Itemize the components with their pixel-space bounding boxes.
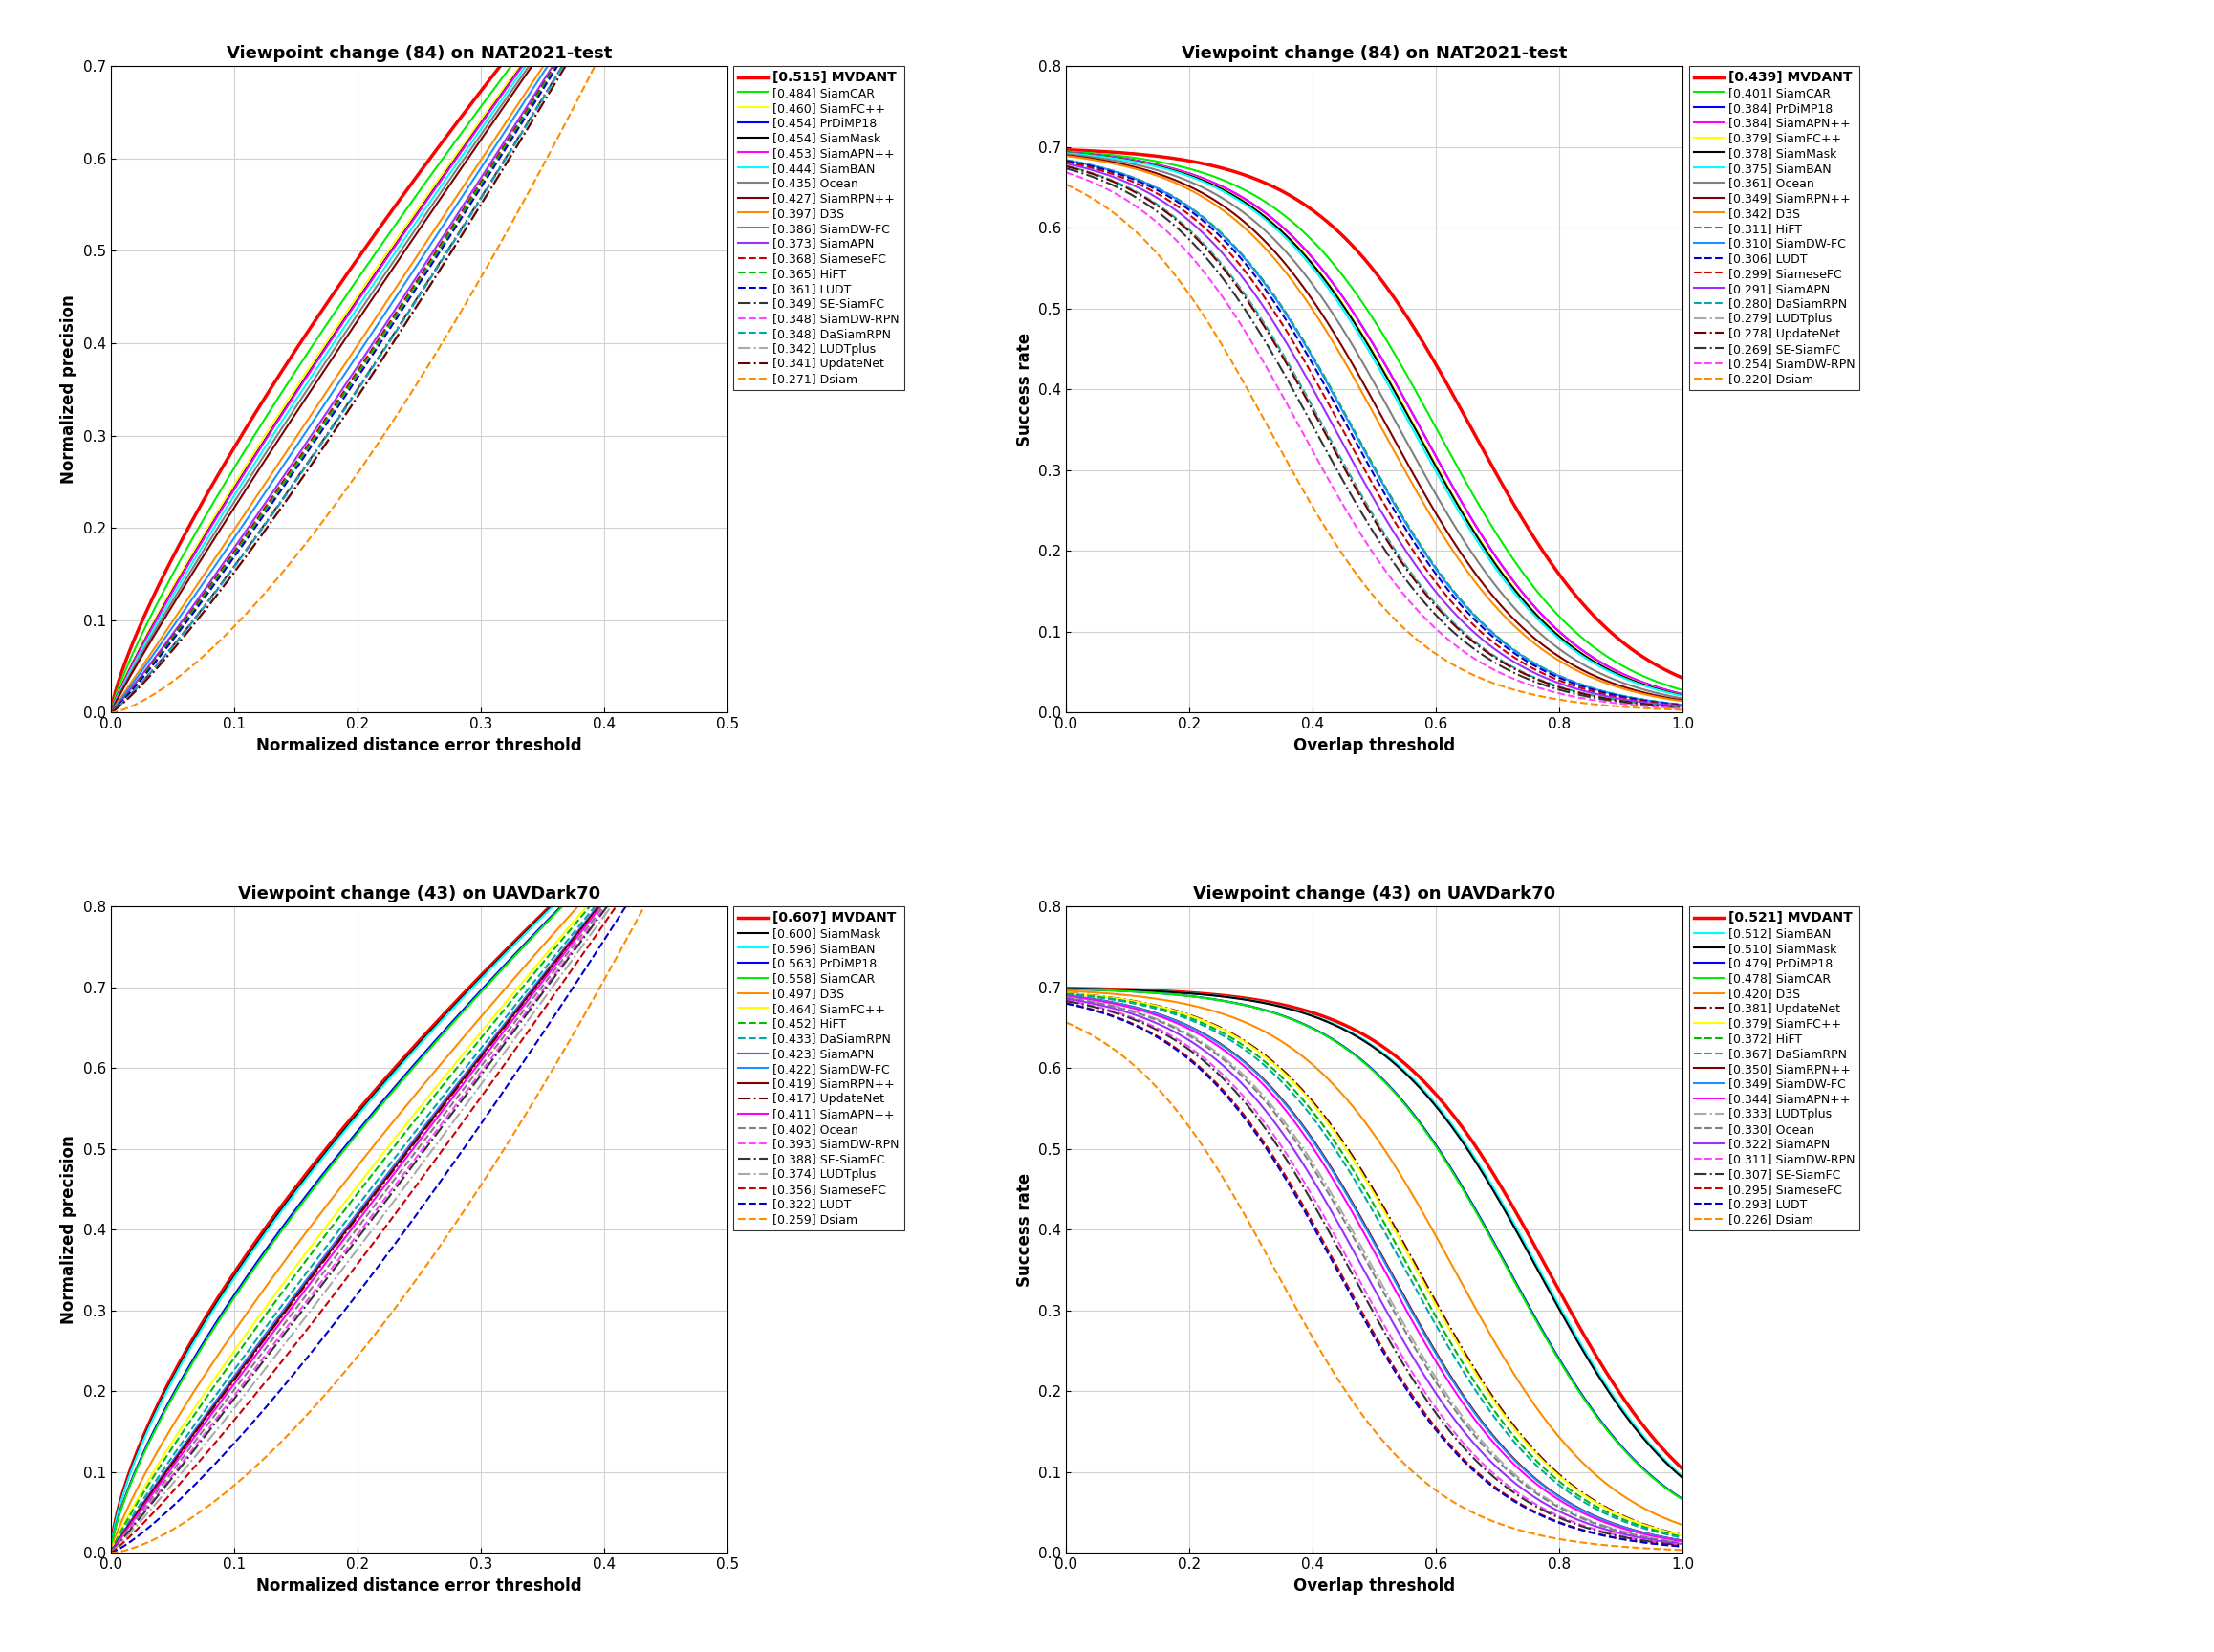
- Y-axis label: Success rate: Success rate: [1016, 1173, 1034, 1287]
- Y-axis label: Normalized precision: Normalized precision: [60, 1135, 77, 1325]
- Legend: [0.515] MVDANT, [0.484] SiamCAR, [0.460] SiamFC++, [0.454] PrDiMP18, [0.454] Sia: [0.515] MVDANT, [0.484] SiamCAR, [0.460]…: [733, 66, 903, 390]
- Title: Viewpoint change (84) on NAT2021-test: Viewpoint change (84) on NAT2021-test: [1182, 45, 1568, 61]
- X-axis label: Overlap threshold: Overlap threshold: [1293, 737, 1455, 753]
- Legend: [0.607] MVDANT, [0.600] SiamMask, [0.596] SiamBAN, [0.563] PrDiMP18, [0.558] Sia: [0.607] MVDANT, [0.600] SiamMask, [0.596…: [733, 907, 903, 1231]
- X-axis label: Overlap threshold: Overlap threshold: [1293, 1578, 1455, 1594]
- Title: Viewpoint change (84) on NAT2021-test: Viewpoint change (84) on NAT2021-test: [226, 45, 611, 61]
- X-axis label: Normalized distance error threshold: Normalized distance error threshold: [257, 737, 582, 753]
- Y-axis label: Success rate: Success rate: [1016, 332, 1034, 446]
- Title: Viewpoint change (43) on UAVDark70: Viewpoint change (43) on UAVDark70: [237, 885, 600, 902]
- X-axis label: Normalized distance error threshold: Normalized distance error threshold: [257, 1578, 582, 1594]
- Title: Viewpoint change (43) on UAVDark70: Viewpoint change (43) on UAVDark70: [1193, 885, 1556, 902]
- Legend: [0.439] MVDANT, [0.401] SiamCAR, [0.384] PrDiMP18, [0.384] SiamAPN++, [0.379] Si: [0.439] MVDANT, [0.401] SiamCAR, [0.384]…: [1689, 66, 1860, 390]
- Legend: [0.521] MVDANT, [0.512] SiamBAN, [0.510] SiamMask, [0.479] PrDiMP18, [0.478] Sia: [0.521] MVDANT, [0.512] SiamBAN, [0.510]…: [1689, 907, 1860, 1231]
- Y-axis label: Normalized precision: Normalized precision: [60, 294, 77, 484]
